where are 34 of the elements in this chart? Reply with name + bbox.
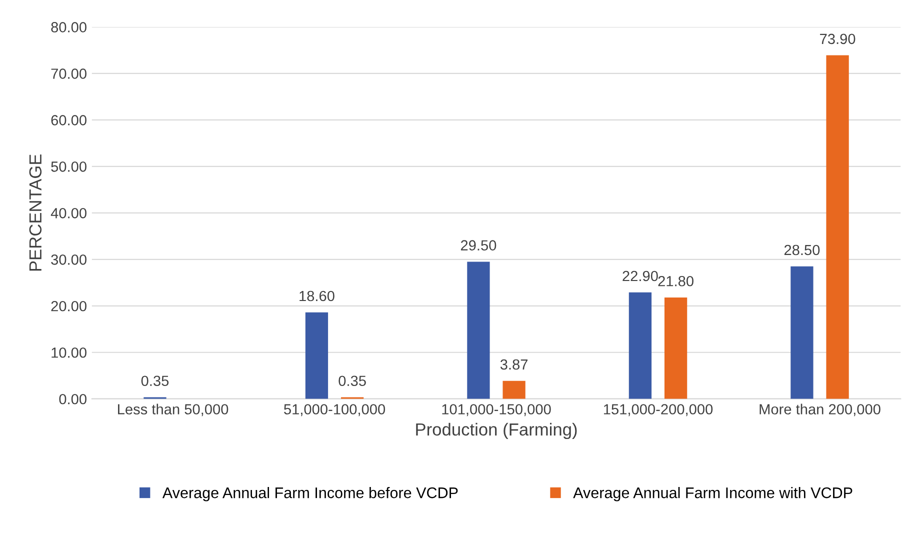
bar [790, 266, 814, 399]
x-tick-label: 151,000-200,000 [604, 404, 713, 416]
y-tick-label: 0.00 [59, 394, 86, 404]
x-tick-label: Less than 50,000 [118, 404, 228, 416]
y-tick-label: 60.00 [51, 115, 86, 126]
data-label: 21.80 [658, 276, 694, 286]
data-label: 0.35 [141, 376, 169, 386]
bar [664, 298, 688, 399]
x-tick-label: 51,000-100,000 [284, 404, 386, 416]
y-axis-title: PERCENTAGE [29, 154, 42, 271]
y-tick-label: 50.00 [51, 162, 86, 172]
x-tick-label: 101,000-150,000 [442, 404, 551, 416]
bar [305, 312, 328, 399]
y-tick-label: 80.00 [51, 22, 86, 32]
bar [502, 380, 526, 399]
y-tick-label: 40.00 [50, 208, 86, 218]
y-tick-label: 30.00 [51, 254, 86, 265]
y-tick-label: 20.00 [51, 300, 86, 312]
bar [467, 262, 490, 399]
data-label: 28.50 [784, 244, 820, 256]
bar [826, 55, 849, 399]
x-tick-label: More than 200,000 [760, 404, 880, 416]
y-tick-label: 10.00 [52, 347, 86, 358]
x-axis-title: Production (Farming) [416, 422, 577, 440]
data-label: 0.35 [338, 376, 366, 386]
data-label: 3.87 [500, 359, 528, 370]
legend-label: Average Annual Farm Income before VCDP [162, 486, 458, 502]
legend-label: Average Annual Farm Income with VCDP [573, 486, 852, 502]
data-label: 22.90 [622, 270, 658, 282]
data-label: 73.90 [820, 34, 856, 44]
data-label: 18.60 [300, 290, 334, 302]
data-label: 29.50 [460, 240, 496, 250]
bar [628, 292, 652, 399]
y-tick-label: 70.00 [51, 68, 86, 79]
